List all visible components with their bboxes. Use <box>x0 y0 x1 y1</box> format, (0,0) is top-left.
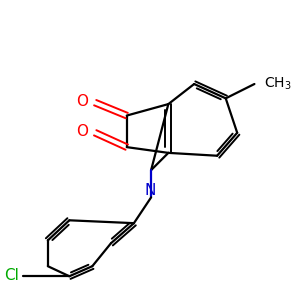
Text: O: O <box>76 94 88 109</box>
Text: Cl: Cl <box>4 268 19 283</box>
Text: CH$_3$: CH$_3$ <box>265 76 292 92</box>
Text: O: O <box>76 124 88 139</box>
Text: N: N <box>144 183 155 198</box>
